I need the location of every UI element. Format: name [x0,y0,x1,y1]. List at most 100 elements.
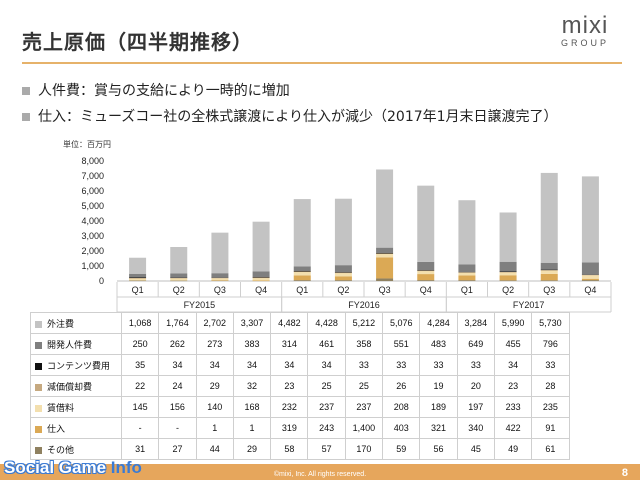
value-cell: 25 [344,375,384,397]
legend-swatch [35,320,42,328]
bar-segment-depreciation [334,272,352,274]
value-cell: 49 [493,438,533,460]
value-cell: 649 [456,333,495,355]
value-cell: 5,730 [531,312,570,334]
bar-segment-depreciation [252,277,270,279]
bar-segment-dev_personnel [252,271,270,278]
bar-segment-outsourcing [211,232,229,274]
bar-segment-depreciation [499,271,517,273]
x-category-label: Q1 [132,285,144,295]
value-cell: 5,076 [382,312,421,334]
bar-segment-purchases [252,280,270,282]
bar-segment-outsourcing [252,221,270,272]
bar-segment-depreciation [376,253,394,255]
value-cell: 319 [270,417,309,439]
bar-segment-dev_personnel [499,261,517,272]
value-cell: 243 [307,417,346,439]
bar-segment-depreciation [211,277,229,279]
bar-segment-outsourcing [376,169,394,248]
bar-segment-purchases [211,280,229,281]
bar-segment-content [334,272,352,273]
value-cell: 25 [307,375,346,397]
legend-swatch [35,362,42,370]
value-cell: 383 [232,333,272,355]
bar-segment-outsourcing [293,199,311,267]
bar-segment-outsourcing [499,212,517,262]
bullet-purchases: 仕入：ミューズコー社の全株式譲渡により仕入が減少（2017年1月末日譲渡完了） [22,106,558,126]
bar-segment-dev_personnel [376,247,394,254]
bar-segment-dev_personnel [170,273,188,278]
fiscal-year-label: FY2015 [184,300,216,310]
x-category-label: Q1 [461,285,473,295]
bar-segment-other [293,280,311,281]
page-title: 売上原価（四半期推移） [22,30,253,54]
value-cell: 358 [344,333,384,355]
value-cell: 208 [382,396,421,418]
value-cell: 1 [195,417,234,439]
logo-subtext: GROUP [560,38,609,48]
value-cell: 455 [493,333,533,355]
series-name: 仕入 [47,423,66,434]
bar-segment-depreciation [458,272,476,273]
bar-segment-purchases [334,276,352,281]
bar-segment-dev_personnel [581,262,599,275]
bar-segment-dev_personnel [417,261,435,271]
bullet-text: 仕入：ミューズコー社の全株式譲渡により仕入が減少（2017年1月末日譲渡完了） [38,109,558,125]
bar-segment-rent [458,272,476,276]
value-cell: 19 [419,375,458,397]
bar-segment-content [499,271,517,272]
value-cell: 197 [456,396,495,418]
bar-segment-outsourcing [540,172,558,263]
series-name: 開発人件費 [47,339,93,350]
bar-segment-rent [540,270,558,274]
value-cell: 4,284 [419,312,458,334]
title-divider [22,62,622,64]
value-cell: 237 [307,396,346,418]
value-cell: 461 [307,333,346,355]
series-name: コンテンツ費用 [47,360,111,371]
value-cell: 33 [531,354,570,376]
bar-segment-purchases [499,275,517,281]
x-category-label: Q3 [214,285,226,295]
value-cell: 59 [382,438,421,460]
y-tick-label: 8,000 [81,156,104,166]
value-cell: 22 [120,375,160,397]
value-cell: 3,284 [456,312,495,334]
value-cell: 32 [232,375,272,397]
y-tick-label: 0 [99,276,104,286]
value-cell: 1 [232,417,272,439]
bar-segment-rent [129,278,147,281]
value-cell: 44 [195,438,234,460]
legend-swatch [35,341,42,349]
bar-segment-purchases [581,278,599,281]
mixi-logo: mixi GROUP [550,14,620,49]
value-cell: 4,482 [270,312,309,334]
x-category-label: Q1 [296,285,308,295]
value-cell: 551 [382,333,421,355]
series-name-cell: 減価償却費 [30,375,122,397]
table-row: 仕入 - -1 1 319 243 1,400 403 321 340 422 91 [30,417,570,439]
bar-segment-content [170,277,188,278]
bar-segment-content [211,277,229,278]
value-cell: 26 [382,375,421,397]
value-cell: 29 [232,438,272,460]
value-cell: 3,307 [232,312,272,334]
watermark-logo: Social Game Info [4,458,142,478]
value-cell: 29 [195,375,234,397]
watermark-text: Social Game [4,458,111,477]
x-category-label: Q3 [543,285,555,295]
bar-segment-rent [293,271,311,276]
bar-segment-rent [334,272,352,277]
value-cell: 170 [344,438,384,460]
value-cell: 31 [120,438,160,460]
y-tick-label: 5,000 [81,201,104,211]
y-tick-label: 7,000 [81,171,104,181]
bar-segment-rent [581,275,599,279]
value-cell: 33 [456,354,495,376]
bar-segment-depreciation [540,270,558,271]
value-cell: 27 [158,438,197,460]
bar-segment-outsourcing [458,200,476,265]
bar-segment-depreciation [129,278,147,279]
series-name: 外注費 [47,318,75,329]
bar-segment-purchases [293,275,311,281]
